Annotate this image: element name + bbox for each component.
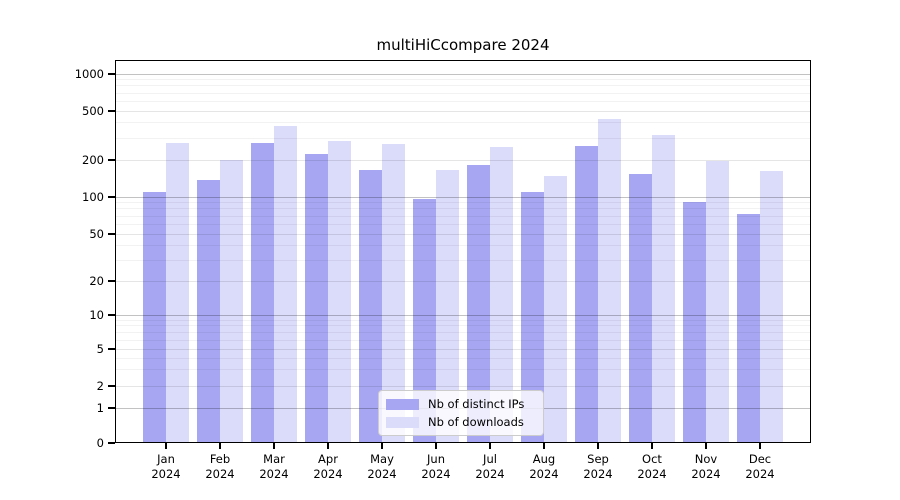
x-tick-label-mar: Mar 2024 [259,452,289,481]
bar-apr-downloads [328,141,351,443]
plot-area: Nb of distinct IPs Nb of downloads [115,60,811,443]
x-tick-mark-aug [543,443,545,449]
x-tick-label-nov: Nov 2024 [691,452,721,481]
bars-layer [115,60,811,443]
x-tick-label-sep: Sep 2024 [583,452,613,481]
bar-jan-distinct-ips [143,191,166,443]
y-tick-mark-5 [108,348,115,350]
bar-nov-distinct-ips [683,201,706,443]
y-tick-mark-0 [108,442,115,444]
y-tick-label-100: 100 [82,190,104,204]
bar-jun-distinct-ips [413,199,436,443]
y-tick-label-0: 0 [96,436,104,450]
bar-sep-distinct-ips [575,146,598,443]
y-tick-label-20: 20 [89,274,104,288]
y-tick-label-2: 2 [96,379,104,393]
bar-jun-downloads [436,169,459,443]
bar-aug-downloads [544,175,567,443]
y-tick-mark-20 [108,280,115,282]
bar-jul-distinct-ips [467,164,490,443]
y-tick-mark-10 [108,314,115,316]
bar-aug-distinct-ips [521,191,544,443]
bar-feb-downloads [220,159,243,443]
legend-label-downloads: Nb of downloads [428,414,524,429]
y-tick-label-200: 200 [82,153,104,167]
legend: Nb of distinct IPs Nb of downloads [378,390,544,436]
bar-mar-distinct-ips [251,142,274,443]
y-tick-mark-200 [108,159,115,161]
x-tick-label-jun: Jun 2024 [421,452,451,481]
y-tick-label-50: 50 [89,227,104,241]
x-tick-mark-may [381,443,383,449]
y-tick-label-1: 1 [96,401,104,415]
x-tick-mark-jan [165,443,167,449]
x-tick-label-apr: Apr 2024 [313,452,343,481]
y-tick-mark-2 [108,385,115,387]
bar-oct-distinct-ips [629,174,652,443]
chart-title: multiHiCcompare 2024 [376,36,550,54]
bar-feb-distinct-ips [197,180,220,443]
y-tick-mark-500 [108,110,115,112]
y-tick-label-5: 5 [96,342,104,356]
y-tick-label-500: 500 [82,104,104,118]
x-tick-mark-jul [489,443,491,449]
x-tick-label-dec: Dec 2024 [745,452,775,481]
x-tick-label-jul: Jul 2024 [475,452,505,481]
x-tick-mark-dec [759,443,761,449]
bar-may-downloads [382,144,405,443]
x-tick-mark-oct [651,443,653,449]
legend-item-downloads: Nb of downloads [386,414,543,429]
y-tick-mark-50 [108,233,115,235]
x-tick-label-aug: Aug 2024 [529,452,559,481]
x-tick-label-may: May 2024 [367,452,397,481]
bar-jan-downloads [166,143,189,443]
bar-oct-downloads [652,135,675,443]
legend-item-distinct-ips: Nb of distinct IPs [386,396,543,411]
bar-jul-downloads [490,147,513,443]
x-tick-label-feb: Feb 2024 [205,452,235,481]
y-tick-mark-100 [108,196,115,198]
bar-mar-downloads [274,125,297,443]
x-tick-label-oct: Oct 2024 [637,452,667,481]
x-tick-mark-mar [273,443,275,449]
bar-nov-downloads [706,160,729,443]
x-tick-mark-jun [435,443,437,449]
y-tick-label-1000: 1000 [74,67,104,81]
y-tick-label-10: 10 [89,308,104,322]
legend-swatch-downloads [386,416,419,428]
bar-apr-distinct-ips [305,153,328,443]
legend-swatch-distinct-ips [386,398,419,410]
bar-may-distinct-ips [359,170,382,443]
x-tick-mark-apr [327,443,329,449]
x-tick-mark-sep [597,443,599,449]
legend-label-distinct-ips: Nb of distinct IPs [428,396,525,411]
bar-sep-downloads [598,119,621,443]
bar-dec-distinct-ips [737,213,760,443]
x-tick-label-jan: Jan 2024 [151,452,181,481]
bar-dec-downloads [760,170,783,443]
y-tick-mark-1000 [108,73,115,75]
x-tick-mark-feb [219,443,221,449]
y-tick-mark-1 [108,407,115,409]
x-tick-mark-nov [705,443,707,449]
